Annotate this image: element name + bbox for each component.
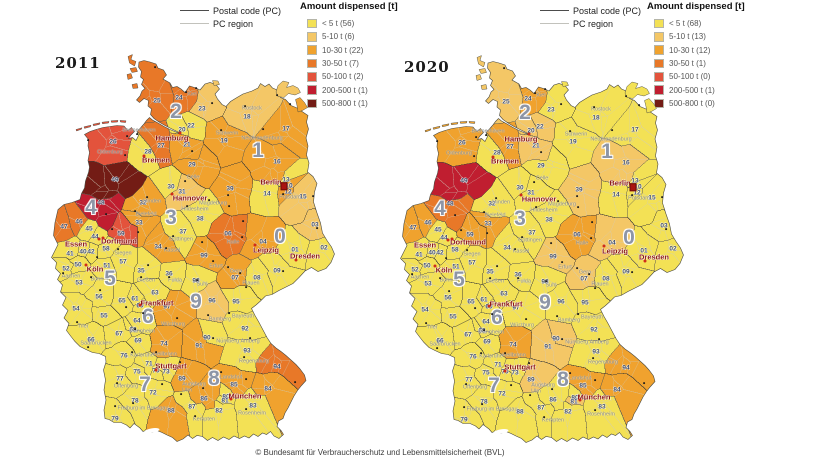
line-legend-right: Postal code (PC) PC region bbox=[540, 4, 641, 30]
map-canvas-2020 bbox=[389, 51, 709, 451]
legend-label: 5-10 t (6) bbox=[322, 32, 355, 42]
legend-label: 5-10 t (13) bbox=[669, 32, 706, 42]
legend-swatch bbox=[307, 18, 317, 29]
legend-label: < 5 t (68) bbox=[669, 19, 702, 29]
legend-label: < 5 t (56) bbox=[322, 19, 355, 29]
legend-label: Postal code (PC) bbox=[213, 5, 282, 16]
legend-row-pc-region: PC region bbox=[540, 17, 641, 30]
postal-code-line-icon bbox=[180, 10, 209, 11]
line-legend-left: Postal code (PC) PC region bbox=[180, 4, 281, 30]
legend-swatch bbox=[654, 32, 664, 42]
legend-row: 5-10 t (6) bbox=[300, 30, 398, 43]
legend-row: 5-10 t (13) bbox=[647, 30, 745, 43]
legend-swatch bbox=[307, 32, 317, 42]
legend-title: Amount dispensed [t] bbox=[300, 1, 398, 12]
legend-row-postal-code: Postal code (PC) bbox=[180, 4, 281, 17]
legend-row: < 5 t (56) bbox=[300, 17, 398, 30]
legend-label: PC region bbox=[573, 18, 614, 29]
legend-row: < 5 t (68) bbox=[647, 17, 745, 30]
legend-row-pc-region: PC region bbox=[180, 17, 281, 30]
pc-region-line-icon bbox=[180, 23, 209, 24]
map-canvas-2011 bbox=[40, 50, 360, 450]
legend-label: Postal code (PC) bbox=[573, 5, 642, 16]
legend-title: Amount dispensed [t] bbox=[647, 1, 745, 12]
pc-region-line-icon bbox=[540, 23, 569, 24]
legend-swatch bbox=[654, 18, 664, 29]
legend-label: PC region bbox=[213, 18, 254, 29]
postal-code-line-icon bbox=[540, 10, 569, 11]
copyright-note: © Bundesamt für Verbraucherschutz und Le… bbox=[255, 448, 505, 457]
legend-row-postal-code: Postal code (PC) bbox=[540, 4, 641, 17]
legend-label: 10-30 t (12) bbox=[669, 46, 710, 55]
